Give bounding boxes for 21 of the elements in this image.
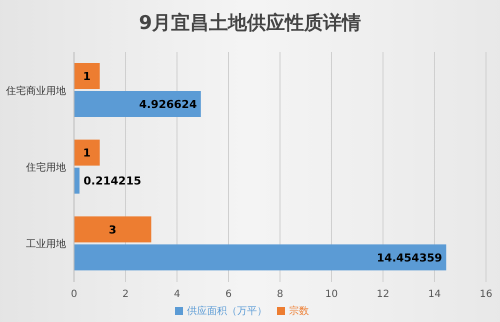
data-label: 3 xyxy=(108,223,116,236)
y-tick-label: 住宅用地 xyxy=(26,162,66,174)
x-tick-label: 2 xyxy=(122,289,129,300)
data-label: 1 xyxy=(83,146,91,160)
data-label: 0.214215 xyxy=(84,174,142,188)
data-label: 14.454359 xyxy=(376,251,442,264)
y-tick-label: 工业用地 xyxy=(26,238,66,250)
x-tick-label: 8 xyxy=(276,289,284,300)
data-label: 1 xyxy=(83,70,91,83)
x-tick-label: 10 xyxy=(325,289,338,300)
x-tick-label: 6 xyxy=(225,289,232,300)
x-tick-label: 14 xyxy=(428,289,441,300)
x-tick-label: 0 xyxy=(70,289,78,300)
x-tick-label: 12 xyxy=(376,289,390,300)
y-tick-label: 住宅商业用地 xyxy=(6,84,66,97)
data-label: 4.926624 xyxy=(139,98,198,111)
legend-label: 宗数 xyxy=(289,306,309,317)
x-tick-label: 4 xyxy=(174,289,180,300)
x-tick-label: 16 xyxy=(480,289,492,300)
chart-title: 9月宜昌土地供应性质详情 xyxy=(138,11,362,36)
legend-label: 供应面积（万平） xyxy=(187,306,267,317)
